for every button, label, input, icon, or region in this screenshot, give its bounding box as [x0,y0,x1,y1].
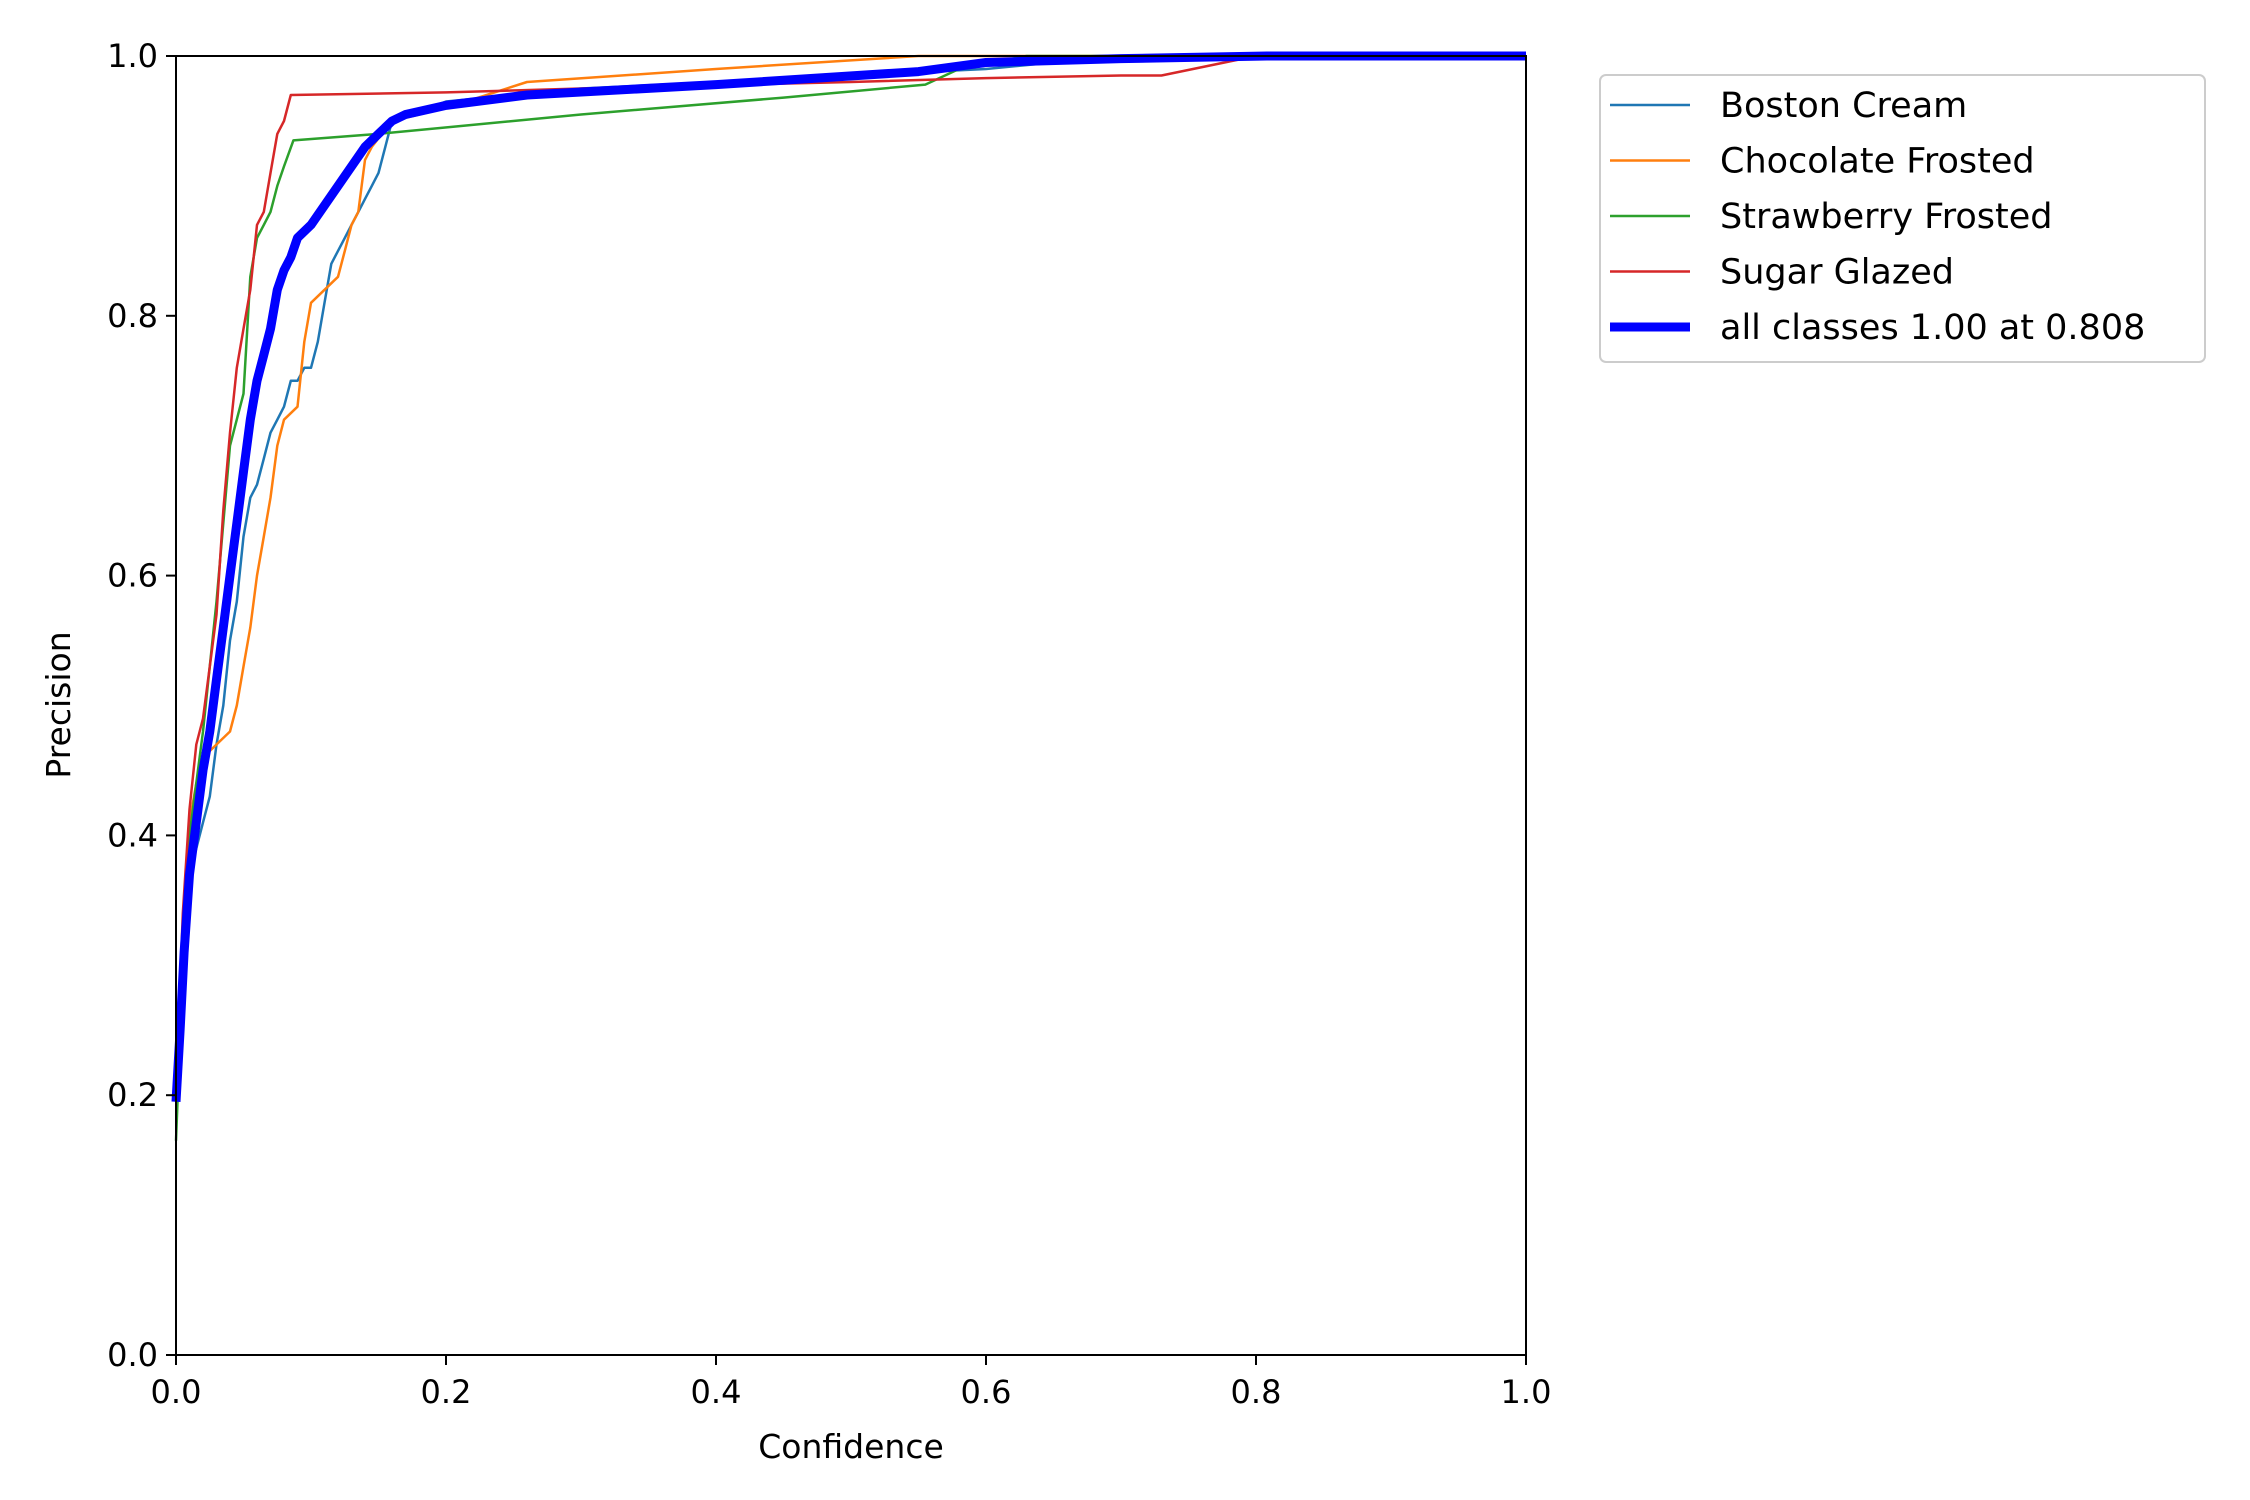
x-axis-ticks: 0.0 0.2 0.4 0.6 0.8 1.0 [151,1355,1552,1411]
y-axis-label: Precision [39,631,78,778]
y-tick-label: 0.6 [107,557,158,595]
y-tick-label: 0.4 [107,816,158,854]
legend-label-0: Boston Cream [1720,86,1967,126]
y-axis-ticks: 0.0 0.2 0.4 0.6 0.8 1.0 [107,37,176,1374]
y-tick-label: 0.2 [107,1076,158,1114]
series-layer [171,51,1526,1141]
series-line-4 [171,51,1526,1102]
x-tick-label: 0.0 [151,1373,202,1411]
x-tick-label: 0.4 [691,1373,742,1411]
x-tick-label: 0.8 [1231,1373,1282,1411]
y-tick-label: 1.0 [107,37,158,75]
legend-items: Boston Cream Chocolate Frosted Strawberry … [1610,86,2145,348]
x-tick-label: 0.6 [961,1373,1012,1411]
x-tick-label: 1.0 [1501,1373,1552,1411]
plot-frame [175,55,1527,1356]
y-tick-label: 0.0 [107,1336,158,1374]
legend-label-2: Strawberry Frosted [1720,197,2052,237]
series-line-0 [174,54,1526,1096]
x-axis-label: Confidence [758,1427,944,1466]
x-tick-label: 0.2 [421,1373,472,1411]
legend: Boston Cream Chocolate Frosted Strawberry … [1599,74,2206,363]
legend-box [1599,74,2206,363]
legend-label-1: Chocolate Frosted [1720,142,2035,182]
legend-label-3: Sugar Glazed [1720,253,1954,293]
legend-label-4: all classes 1.00 at 0.808 [1720,308,2145,348]
y-tick-label: 0.8 [107,297,158,335]
series-line-3 [174,54,1526,1096]
